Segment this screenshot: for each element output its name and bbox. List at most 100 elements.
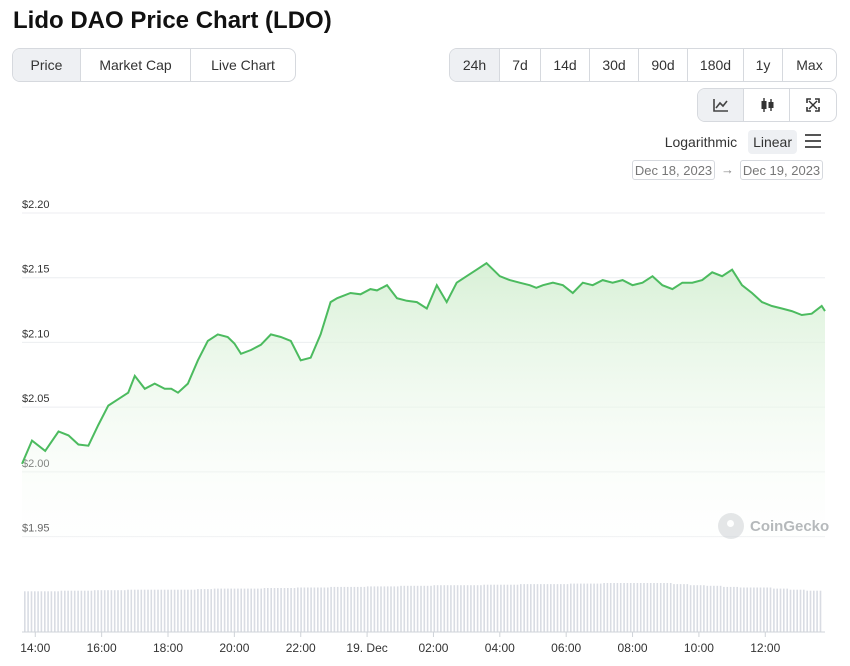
volume-bar: [643, 583, 645, 632]
volume-bar: [150, 589, 153, 632]
volume-bar: [739, 587, 742, 632]
volume-bar: [346, 586, 349, 632]
volume-bar: [430, 585, 432, 632]
x-tick-label: 08:00: [618, 641, 648, 655]
range-7d-button[interactable]: 7d: [500, 49, 541, 81]
volume-bar: [726, 586, 729, 632]
volume-bar: [819, 590, 822, 632]
range-180d-button[interactable]: 180d: [688, 49, 744, 81]
volume-bar: [187, 589, 189, 632]
tab-price[interactable]: Price: [13, 49, 81, 81]
volume-bar: [366, 586, 369, 632]
volume-bar: [317, 587, 319, 632]
x-tick-label: 16:00: [87, 641, 117, 655]
volume-bar: [87, 590, 89, 632]
x-tick-label: 19. Dec: [346, 641, 387, 655]
volume-bar: [177, 589, 179, 632]
volume-bar: [673, 584, 675, 632]
volume-bar: [130, 589, 133, 632]
volume-bar: [83, 590, 86, 632]
date-to-input[interactable]: Dec 19, 2023: [740, 160, 823, 180]
volume-bar: [736, 586, 738, 632]
line-chart-button[interactable]: [698, 89, 744, 121]
volume-bar: [173, 589, 176, 632]
volume-bar: [327, 587, 329, 632]
volume-bar: [303, 587, 306, 632]
volume-bar: [759, 587, 762, 632]
x-axis: 14:00 16:00 18:00 20:00 22:00 19. Dec 02:00 04:…: [20, 632, 781, 655]
scale-linear-option[interactable]: Linear: [748, 130, 797, 154]
volume-bar: [799, 589, 802, 632]
volume-bar: [210, 589, 212, 632]
range-max-button[interactable]: Max: [796, 57, 823, 73]
date-from-input[interactable]: Dec 18, 2023: [632, 160, 715, 180]
volume-bar: [267, 588, 269, 632]
volume-bar: [330, 586, 332, 632]
volume-bar: [756, 587, 758, 632]
volume-bar: [90, 590, 93, 632]
volume-bar: [476, 585, 479, 632]
volume-bar: [313, 587, 316, 632]
volume-bar: [540, 584, 542, 632]
volume-bar: [463, 585, 465, 632]
fullscreen-icon: [806, 98, 820, 112]
volume-bar: [696, 585, 699, 632]
volume-bar: [666, 583, 669, 632]
volume-bar: [233, 588, 236, 632]
candlestick-button[interactable]: [744, 89, 790, 121]
volume-bar: [763, 587, 765, 632]
volume-bar: [583, 583, 585, 632]
x-tick-label: 20:00: [219, 641, 249, 655]
volume-bar: [546, 584, 549, 632]
volume-bar: [113, 590, 116, 632]
volume-bar: [646, 583, 649, 632]
volume-bar: [420, 585, 422, 632]
scale-logarithmic-option[interactable]: Logarithmic: [664, 134, 738, 150]
volume-bar: [623, 583, 625, 632]
tab-market-cap[interactable]: Market Cap: [81, 49, 191, 81]
volume-bar: [34, 591, 36, 632]
volume-bar: [769, 587, 772, 632]
y-tick-label: $2.15: [22, 264, 50, 276]
volume-bar: [230, 588, 232, 632]
tab-live-chart[interactable]: Live Chart: [211, 57, 275, 73]
range-24h-button[interactable]: 24h: [450, 49, 500, 81]
volume-bar: [103, 590, 106, 632]
menu-icon[interactable]: [805, 134, 821, 148]
volume-bar: [24, 591, 26, 632]
volume-bar: [27, 591, 29, 632]
volume-bar: [713, 585, 715, 632]
fullscreen-button[interactable]: [790, 89, 836, 121]
range-1y-button[interactable]: 1y: [744, 49, 783, 81]
volume-bar: [689, 585, 692, 632]
range-30d-button[interactable]: 30d: [590, 49, 639, 81]
volume-bar: [217, 588, 219, 632]
metric-tab-group: Price Market Cap Live Chart: [12, 48, 296, 82]
volume-bar: [297, 587, 299, 632]
volume-bar: [626, 583, 629, 632]
volume-bar: [393, 586, 396, 632]
volume-bar: [686, 584, 689, 632]
volume-bar: [530, 584, 532, 632]
volume-bar: [203, 589, 206, 632]
volume-bar: [67, 590, 69, 632]
volume-bar: [270, 588, 272, 632]
volume-bar: [223, 588, 226, 632]
volume-bar: [64, 590, 66, 632]
range-14d-button[interactable]: 14d: [541, 49, 590, 81]
volume-bar: [153, 589, 156, 632]
range-90d-button[interactable]: 90d: [639, 49, 688, 81]
volume-bar: [636, 583, 639, 632]
watermark-text: CoinGecko: [750, 517, 830, 535]
volume-bar: [653, 583, 655, 632]
volume-bar: [649, 583, 652, 632]
line-chart-icon: [712, 99, 728, 112]
volume-bar: [200, 589, 202, 632]
volume-bar: [250, 588, 252, 632]
volume-bar: [273, 588, 276, 632]
volume-bar: [669, 583, 672, 632]
candlestick-icon: [761, 98, 773, 112]
volume-bar: [370, 586, 372, 632]
volume-bar: [590, 583, 592, 632]
